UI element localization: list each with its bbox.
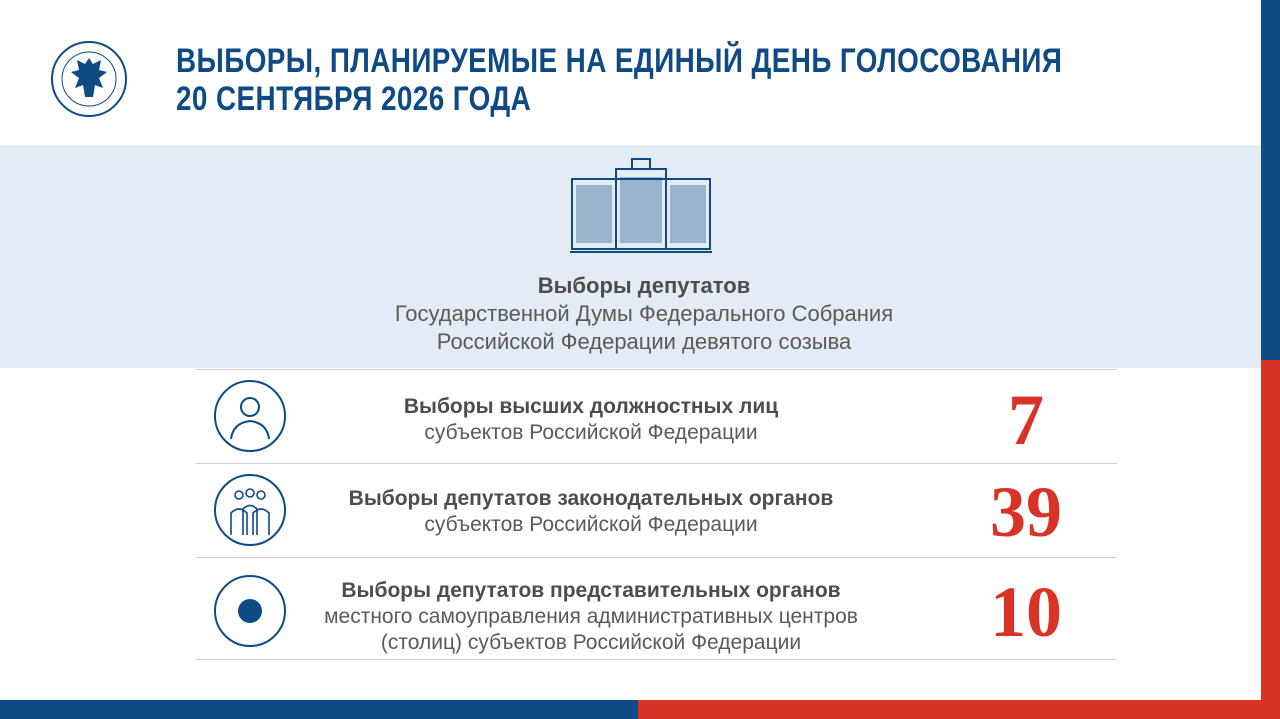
- group-of-people-icon: [214, 474, 286, 546]
- row-text: Выборы депутатов законодательных органов…: [296, 486, 886, 538]
- title-line-2: 20 СЕНТЯБРЯ 2026 ГОДА: [176, 80, 532, 118]
- row-text: Выборы депутатов представительных органо…: [296, 578, 886, 656]
- right-stripe-red: [1261, 360, 1280, 719]
- row-count: 39: [990, 472, 1062, 552]
- row-title: Выборы высших должностных лиц: [403, 395, 779, 418]
- page-title: ВЫБОРЫ, ПЛАНИРУЕМЫЕ НА ЕДИНЫЙ ДЕНЬ ГОЛОС…: [176, 42, 1062, 118]
- row-line-2: местного самоуправления административных…: [324, 605, 858, 628]
- row-count: 10: [990, 572, 1062, 652]
- row-text: Выборы высших должностных лиц субъектов …: [296, 394, 886, 446]
- parliament-building-icon: [570, 158, 712, 253]
- row-line-2: субъектов Российской Федерации: [424, 513, 758, 536]
- row-line-2: субъектов Российской Федерации: [424, 421, 758, 444]
- title-line-1: ВЫБОРЫ, ПЛАНИРУЕМЫЕ НА ЕДИНЫЙ ДЕНЬ ГОЛОС…: [176, 42, 1063, 80]
- duma-band: [0, 145, 1261, 368]
- duma-line-2: Государственной Думы Федерального Собран…: [394, 301, 894, 326]
- right-stripe-blue: [1261, 0, 1280, 360]
- row-count: 7: [1008, 380, 1044, 460]
- dot-in-circle-icon: [214, 575, 286, 647]
- cec-emblem-logo: [51, 41, 127, 117]
- row-title: Выборы депутатов законодательных органов: [348, 487, 834, 510]
- duma-election-text: Выборы депутатов Государственной Думы Фе…: [0, 272, 1280, 356]
- divider: [196, 369, 1117, 370]
- election-row-local: Выборы депутатов представительных органо…: [196, 558, 1117, 660]
- election-row-legislatures: Выборы депутатов законодательных органов…: [196, 464, 1117, 558]
- official-person-icon: [214, 380, 286, 452]
- bottom-stripe-blue: [0, 700, 638, 719]
- row-line-3: (столиц) субъектов Российской Федерации: [380, 631, 802, 654]
- bottom-stripe-red: [638, 700, 1280, 719]
- election-row-governors: Выборы высших должностных лиц субъектов …: [196, 370, 1117, 464]
- duma-title: Выборы депутатов: [537, 273, 751, 298]
- duma-line-3: Российской Федерации девятого созыва: [436, 329, 852, 354]
- row-title: Выборы депутатов представительных органо…: [341, 579, 841, 602]
